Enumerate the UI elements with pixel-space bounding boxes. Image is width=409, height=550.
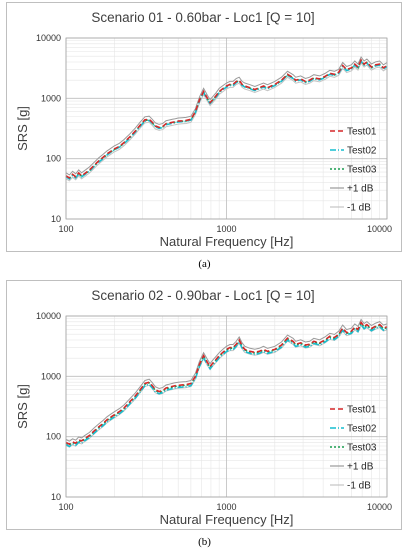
legend-label: -1 dB	[347, 481, 371, 492]
grid-lines	[65, 37, 388, 220]
legend-label: Test02	[347, 146, 377, 157]
chart-title: Scenario 02 - 0.90bar - Loc1 [Q = 10]	[91, 288, 314, 303]
caption-a: (a)	[198, 258, 211, 270]
legend: Test01 Test02 Test03 +1 dB -1 dB	[330, 127, 377, 214]
y-tick-label: 1000	[41, 93, 61, 103]
plot-border	[65, 315, 388, 498]
x-axis-label: Natural Frequency [Hz]	[160, 512, 294, 527]
x-tick-label: 10000	[367, 502, 392, 512]
chart-title: Scenario 01 - 0.60bar - Loc1 [Q = 10]	[91, 10, 314, 25]
y-tick-label: 100	[46, 154, 61, 164]
series-line-test02	[65, 59, 388, 181]
legend-label: Test03	[347, 165, 377, 176]
caption-b: (b)	[198, 536, 211, 548]
legend-label: Test01	[347, 405, 377, 416]
y-tick-label: 10	[51, 492, 61, 502]
y-axis-label: SRS [g]	[15, 106, 30, 151]
y-axis-label: SRS [g]	[15, 384, 30, 429]
legend: Test01 Test02 Test03 +1 dB -1 dB	[330, 405, 377, 492]
x-tick-label: 1000	[216, 502, 236, 512]
plot-border	[65, 37, 388, 220]
y-tick-label: 100	[46, 432, 61, 442]
x-tick-label: 10000	[367, 224, 392, 234]
legend-label: Test01	[347, 127, 377, 138]
legend-label: Test02	[347, 424, 377, 435]
plot-area	[65, 56, 388, 182]
y-tick-label: 10000	[36, 311, 61, 321]
grid-lines	[65, 315, 388, 498]
legend-label: +1 dB	[347, 462, 374, 473]
y-tick-label: 10	[51, 214, 61, 224]
series-line-test01	[65, 58, 388, 179]
chart-panel-b: Scenario 02 - 0.90bar - Loc1 [Q = 10] 10 1…	[6, 280, 402, 530]
x-tick-label: 1000	[216, 224, 236, 234]
series-line-test02	[65, 323, 388, 448]
series-line-1-db	[65, 318, 388, 442]
legend-label: -1 dB	[347, 203, 371, 214]
x-tick-label: 100	[58, 224, 73, 234]
series-line-1-db	[65, 62, 388, 182]
plot-area	[65, 318, 388, 448]
x-tick-label: 100	[58, 502, 73, 512]
srs-chart-a: Scenario 01 - 0.60bar - Loc1 [Q = 10]101…	[15, 10, 392, 249]
series-line-test01	[65, 320, 388, 446]
series-line-1-db	[65, 56, 388, 176]
chart-panel-a: Scenario 01 - 0.60bar - Loc1 [Q = 10] 10 1…	[6, 2, 402, 252]
legend-label: Test03	[347, 443, 377, 454]
legend-label: +1 dB	[347, 184, 374, 195]
y-tick-label: 10000	[36, 33, 61, 43]
y-tick-label: 1000	[41, 371, 61, 381]
srs-chart-b: Scenario 02 - 0.90bar - Loc1 [Q = 10]101…	[15, 288, 392, 527]
x-axis-label: Natural Frequency [Hz]	[160, 234, 294, 249]
